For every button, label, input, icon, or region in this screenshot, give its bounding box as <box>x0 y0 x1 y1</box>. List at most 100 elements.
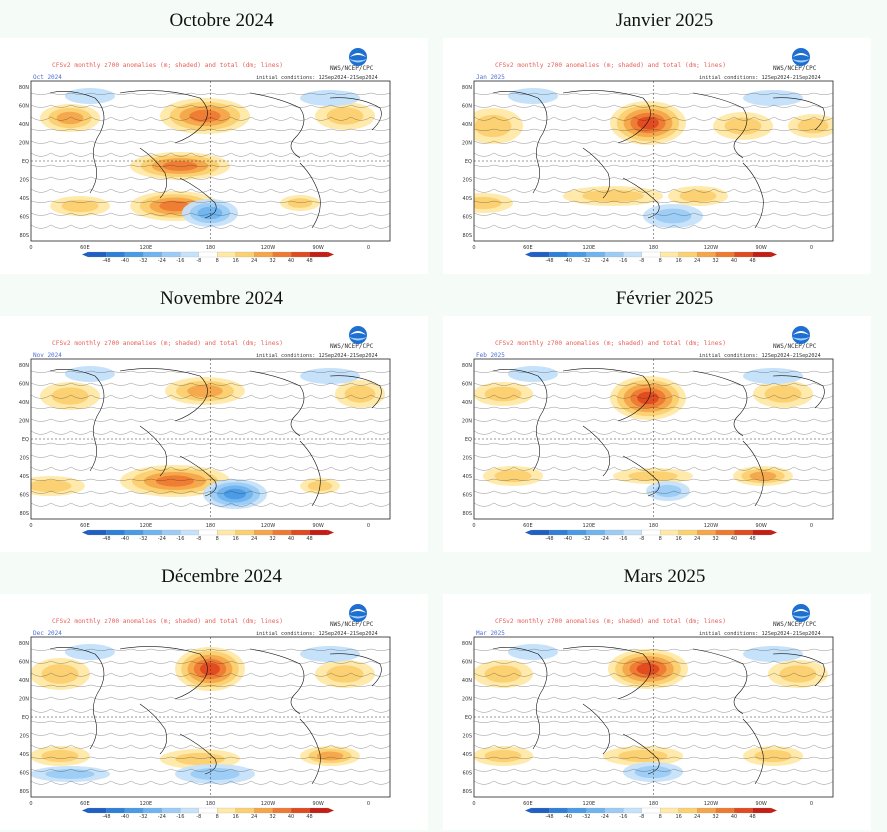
colorbar-swatch <box>641 807 661 814</box>
colorbar-tick: -16 <box>176 258 184 264</box>
colorbar-tick: 16 <box>676 814 682 820</box>
colorbar: -48 -40 -32 -24 -16 -8 8 16 24 32 40 48 <box>525 251 777 264</box>
colorbar-swatch <box>641 251 661 258</box>
colorbar-swatch <box>106 529 126 536</box>
colorbar-tick: -16 <box>619 814 627 820</box>
colorbar-swatch <box>235 529 255 536</box>
colorbar-swatch <box>161 529 181 536</box>
colorbar-swatch <box>641 529 661 536</box>
colorbar-swatch <box>660 251 679 258</box>
colorbar-swatch <box>272 251 292 258</box>
colorbar-tick: -24 <box>601 536 609 542</box>
colorbar: -48 -40 -32 -24 -16 -8 8 16 24 32 40 48 <box>525 807 777 820</box>
colorbar-swatch <box>309 807 329 814</box>
noaa-logo <box>349 604 367 622</box>
colorbar: -48 -40 -32 -24 -16 -8 8 16 24 32 40 48 <box>82 807 334 820</box>
colorbar-swatch <box>623 529 642 536</box>
colorbar-tick: 24 <box>251 814 257 820</box>
agency-credit: NWS/NCEP/CPC <box>330 65 374 72</box>
lat-label: 60N <box>19 104 29 110</box>
colorbar-swatch <box>235 807 255 814</box>
lon-label: 60E <box>80 245 90 251</box>
lat-label: 20S <box>462 456 472 462</box>
colorbar-swatch <box>198 807 218 814</box>
colorbar-swatch <box>678 251 698 258</box>
month-title: Mars 2025 <box>623 566 706 587</box>
lon-label: 90W <box>313 801 324 807</box>
lon-label: 180 <box>649 801 659 807</box>
colorbar-tick: -32 <box>139 814 147 820</box>
colorbar-swatch <box>290 251 310 258</box>
lon-label: 120E <box>583 801 596 807</box>
colorbar-tick: -16 <box>619 536 627 542</box>
colorbar-tick: -48 <box>102 814 110 820</box>
lon-label: 0 <box>472 523 475 529</box>
colorbar-tick: 8 <box>659 814 662 820</box>
colorbar-tick: 32 <box>269 814 275 820</box>
colorbar-swatch <box>143 529 162 536</box>
colorbar-tick: 48 <box>306 536 312 542</box>
colorbar-swatch <box>678 529 698 536</box>
agency-credit: NWS/NCEP/CPC <box>773 65 817 72</box>
colorbar-tick: 48 <box>749 814 755 820</box>
anomaly-map: CFSv2 monthly z700 anomalies (m; shaded)… <box>462 604 834 820</box>
colorbar-tick: -48 <box>102 258 110 264</box>
lat-label: 20S <box>462 734 472 740</box>
colorbar-tick: -32 <box>582 536 590 542</box>
anomaly-map: CFSv2 monthly z700 anomalies (m; shaded)… <box>19 48 391 264</box>
forecast-cell: Novembre 2024 CFSv2 monthly z700 anomalie… <box>0 278 443 554</box>
lon-label: 90W <box>313 245 324 251</box>
colorbar-swatch <box>697 529 716 536</box>
colorbar-swatch <box>143 251 162 258</box>
anomaly-map-panel: CFSv2 monthly z700 anomalies (m; shaded)… <box>443 38 871 274</box>
lat-label: 80S <box>462 789 472 795</box>
colorbar-swatch <box>272 529 292 536</box>
noaa-logo <box>792 604 810 622</box>
colorbar-swatch <box>290 807 310 814</box>
colorbar-tick: 40 <box>731 258 737 264</box>
month-tag: Mar 2025 <box>476 630 505 637</box>
lat-label: 40N <box>19 400 29 406</box>
colorbar-tick: -32 <box>139 258 147 264</box>
month-title: Février 2025 <box>615 288 714 309</box>
colorbar-tick: 40 <box>288 814 294 820</box>
colorbar-swatch <box>752 529 772 536</box>
colorbar-swatch <box>660 807 679 814</box>
lon-label: 0 <box>29 245 32 251</box>
lon-label: 60E <box>523 523 533 529</box>
colorbar-swatch <box>660 529 679 536</box>
colorbar-swatch <box>180 529 199 536</box>
lat-label: 60S <box>462 215 472 221</box>
colorbar-swatch <box>530 529 550 536</box>
colorbar-tick: -8 <box>639 536 644 542</box>
colorbar-swatch <box>217 529 236 536</box>
colorbar-tick: 48 <box>749 536 755 542</box>
colorbar-tick: -32 <box>582 258 590 264</box>
lon-label: 180 <box>206 801 216 807</box>
month-tag: Oct 2024 <box>33 74 62 81</box>
map-caption: CFSv2 monthly z700 anomalies (m; shaded)… <box>52 62 283 69</box>
lat-label: EQ <box>465 437 472 443</box>
lat-label: 20N <box>19 141 29 147</box>
colorbar-tick: -24 <box>158 258 166 264</box>
lat-label: EQ <box>22 437 29 443</box>
colorbar-tick: -40 <box>564 814 572 820</box>
colorbar-tick: -24 <box>158 536 166 542</box>
lat-label: 40N <box>19 678 29 684</box>
lat-label: 20S <box>19 178 29 184</box>
lat-label: EQ <box>465 715 472 721</box>
colorbar-tick: 16 <box>233 814 239 820</box>
colorbar-swatch <box>567 529 587 536</box>
colorbar-tick: 8 <box>216 258 219 264</box>
anomaly-map-panel: CFSv2 monthly z700 anomalies (m; shaded)… <box>0 316 428 552</box>
colorbar-tick: -40 <box>121 536 129 542</box>
colorbar-swatch <box>161 251 181 258</box>
month-title: Octobre 2024 <box>169 10 274 31</box>
colorbar-swatch <box>161 807 181 814</box>
map-caption: CFSv2 monthly z700 anomalies (m; shaded)… <box>495 340 726 347</box>
agency-credit: NWS/NCEP/CPC <box>773 343 817 350</box>
colorbar-tick: -24 <box>601 258 609 264</box>
colorbar-swatch <box>678 807 698 814</box>
lon-label: 120E <box>140 523 153 529</box>
colorbar-swatch <box>715 251 735 258</box>
